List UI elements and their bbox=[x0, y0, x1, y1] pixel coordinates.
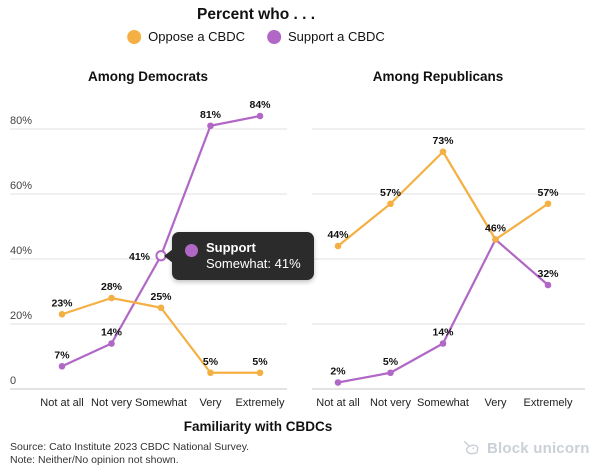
legend-item-support[interactable]: Support a CBDC bbox=[267, 29, 385, 44]
x-axis-tick-label: Very bbox=[199, 397, 222, 409]
x-axis-tick-label: Not very bbox=[370, 397, 411, 409]
data-point[interactable] bbox=[334, 379, 342, 386]
data-point[interactable] bbox=[256, 112, 264, 120]
data-point-label: 14% bbox=[101, 327, 123, 339]
x-axis-tick-label: Extremely bbox=[236, 397, 285, 409]
legend-label-oppose: Oppose a CBDC bbox=[148, 29, 245, 44]
x-axis-tick-label: Somewhat bbox=[135, 397, 187, 409]
data-point[interactable] bbox=[256, 369, 264, 377]
data-point[interactable] bbox=[157, 304, 165, 312]
data-point[interactable] bbox=[387, 369, 394, 377]
x-axis-tick-label: Somewhat bbox=[417, 397, 469, 409]
data-point-label: 5% bbox=[383, 356, 399, 368]
data-point-label: 41% bbox=[129, 251, 151, 263]
x-axis-tick-label: Extremely bbox=[524, 397, 573, 409]
x-axis-tick-label: Not very bbox=[91, 397, 132, 409]
data-point-label: 32% bbox=[537, 268, 559, 280]
data-point-label: 14% bbox=[432, 327, 454, 339]
data-point-label: 81% bbox=[200, 109, 222, 121]
data-point-label: 57% bbox=[380, 187, 402, 199]
data-point-label: 44% bbox=[327, 229, 349, 241]
legend-item-oppose[interactable]: Oppose a CBDC bbox=[127, 29, 245, 44]
methodology-note: Note: Neither/No opinion not shown. bbox=[10, 454, 179, 466]
chart-title: Percent who . . . bbox=[197, 6, 315, 23]
tooltip-series-name: Support bbox=[206, 240, 256, 255]
panel-title-republicans: Among Republicans bbox=[372, 69, 504, 84]
x-axis-tick-label: Not at all bbox=[316, 397, 359, 409]
data-point[interactable] bbox=[492, 236, 499, 243]
data-point[interactable] bbox=[439, 148, 447, 156]
y-axis-tick-label: 80% bbox=[10, 115, 32, 127]
oppose-swatch-icon bbox=[127, 29, 142, 44]
support-swatch-icon bbox=[267, 29, 281, 44]
data-point-label: 28% bbox=[101, 281, 123, 293]
data-point[interactable] bbox=[58, 310, 66, 318]
data-point[interactable] bbox=[439, 340, 447, 347]
data-point-label: 5% bbox=[252, 356, 268, 368]
data-point[interactable] bbox=[544, 200, 552, 208]
data-point[interactable] bbox=[544, 281, 552, 289]
data-point-label: 57% bbox=[537, 187, 559, 199]
x-axis-tick-label: Not at all bbox=[40, 397, 83, 409]
data-point-label: 46% bbox=[485, 223, 507, 235]
watermark: Block unicorn bbox=[461, 438, 590, 458]
legend-label-support: Support a CBDC bbox=[288, 29, 385, 44]
x-axis-tick-label: Very bbox=[484, 397, 507, 409]
tooltip: Support Somewhat: 41% bbox=[164, 232, 314, 280]
tooltip-series-swatch-icon bbox=[185, 244, 198, 257]
x-axis-title: Familiarity with CBDCs bbox=[183, 419, 333, 434]
data-point[interactable] bbox=[207, 122, 214, 130]
watermark-label: Block unicorn bbox=[487, 439, 590, 457]
y-axis-tick-label: 40% bbox=[10, 245, 32, 257]
y-axis-tick-label: 60% bbox=[10, 180, 32, 192]
data-point-label: 2% bbox=[330, 366, 346, 378]
tooltip-value: Somewhat: 41% bbox=[206, 256, 301, 271]
data-point-label: 25% bbox=[150, 291, 172, 303]
data-point-label: 5% bbox=[203, 356, 219, 368]
source-note: Source: Cato Institute 2023 CBDC Nationa… bbox=[10, 441, 250, 453]
series-line-oppose bbox=[336, 150, 550, 248]
panel-democrats: 0 20% 40% 60% 80% Not at all Not very Somewhat V… bbox=[10, 99, 287, 409]
tooltip-arrow bbox=[164, 249, 173, 263]
unicorn-icon bbox=[463, 440, 479, 455]
data-point-label: 73% bbox=[432, 135, 454, 147]
data-point[interactable] bbox=[387, 200, 394, 208]
data-point[interactable] bbox=[58, 362, 66, 370]
panel-title-democrats: Among Democrats bbox=[87, 69, 209, 84]
data-point[interactable] bbox=[207, 369, 214, 377]
data-point-label: 23% bbox=[51, 297, 73, 309]
data-point[interactable] bbox=[108, 294, 115, 302]
data-point[interactable] bbox=[334, 242, 342, 250]
y-axis-tick-label: 20% bbox=[10, 310, 32, 322]
data-point-label: 7% bbox=[54, 349, 70, 361]
legend: Oppose a CBDC Support a CBDC bbox=[127, 29, 385, 44]
data-point-label: 84% bbox=[249, 99, 271, 111]
data-point[interactable] bbox=[108, 340, 115, 347]
y-axis-tick-label: 0 bbox=[10, 375, 16, 387]
panel-republicans: Not at all Not very Somewhat Very Extremely 2… bbox=[312, 128, 585, 409]
series-line-support bbox=[336, 238, 550, 384]
